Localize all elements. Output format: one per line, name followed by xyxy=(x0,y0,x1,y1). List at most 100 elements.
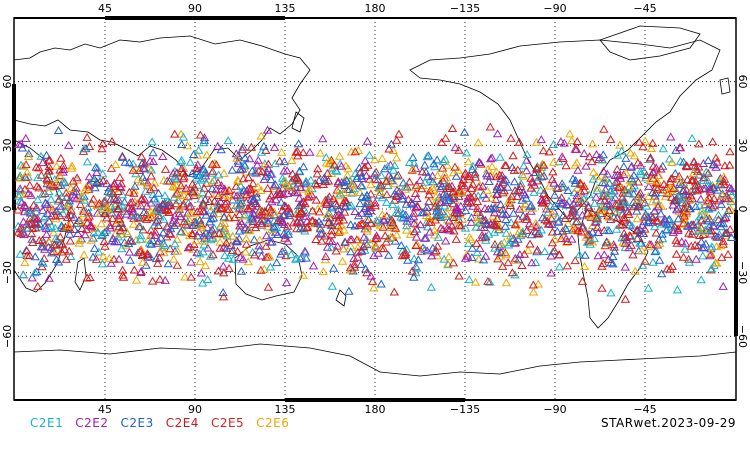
observation-marker xyxy=(577,210,588,219)
observation-marker xyxy=(207,184,217,193)
observation-marker xyxy=(248,178,258,187)
observation-marker xyxy=(46,194,56,203)
observation-marker xyxy=(500,160,510,169)
observation-marker xyxy=(237,145,248,154)
observation-marker xyxy=(652,176,662,185)
observation-marker xyxy=(300,246,310,255)
observation-marker xyxy=(263,282,274,291)
observation-marker xyxy=(321,158,332,167)
observation-marker xyxy=(624,182,634,191)
observation-marker xyxy=(136,195,147,204)
observation-marker xyxy=(597,200,607,209)
observation-marker xyxy=(135,234,146,243)
observation-marker xyxy=(340,207,350,216)
observation-marker xyxy=(335,189,346,198)
observation-marker xyxy=(628,250,638,259)
observation-marker xyxy=(342,185,353,193)
observation-marker xyxy=(18,270,28,279)
observation-marker xyxy=(644,181,654,190)
observation-marker xyxy=(307,206,318,215)
observation-marker xyxy=(273,216,283,224)
observation-marker xyxy=(261,171,271,180)
observation-marker xyxy=(175,190,186,199)
observation-marker xyxy=(282,166,292,175)
observation-marker xyxy=(128,219,139,228)
observation-marker xyxy=(118,270,128,279)
observation-marker xyxy=(357,171,367,180)
observation-marker xyxy=(443,259,453,268)
observation-marker xyxy=(712,232,722,241)
observation-marker xyxy=(641,173,651,182)
observation-marker xyxy=(326,230,337,239)
observation-marker xyxy=(76,217,86,226)
observation-marker xyxy=(474,218,485,227)
observation-marker xyxy=(215,204,226,212)
observation-marker xyxy=(624,243,634,252)
observation-marker xyxy=(21,160,31,169)
observation-marker xyxy=(98,169,108,178)
observation-marker xyxy=(709,218,719,226)
observation-marker xyxy=(362,136,373,145)
observation-marker xyxy=(588,174,598,183)
observation-marker xyxy=(234,210,245,218)
observation-marker xyxy=(465,232,475,241)
observation-marker xyxy=(312,169,322,178)
observation-marker xyxy=(662,219,672,228)
observation-marker xyxy=(23,152,34,160)
observation-marker xyxy=(673,194,683,203)
observation-marker xyxy=(97,259,108,268)
observation-marker xyxy=(536,225,547,234)
observation-marker xyxy=(579,194,589,203)
observation-marker xyxy=(199,138,209,147)
observation-marker xyxy=(44,216,54,225)
observation-marker xyxy=(412,240,422,249)
observation-marker xyxy=(21,223,32,232)
observation-marker xyxy=(230,213,240,222)
observation-marker xyxy=(436,223,446,232)
observation-marker xyxy=(537,159,547,168)
observation-marker xyxy=(420,160,430,169)
observation-marker xyxy=(169,220,180,229)
observation-marker xyxy=(563,186,573,194)
observation-marker xyxy=(515,231,526,240)
observation-marker xyxy=(507,268,518,277)
observation-marker xyxy=(565,211,576,219)
observation-marker xyxy=(280,233,290,242)
observation-marker xyxy=(697,243,707,252)
observation-marker xyxy=(347,235,357,243)
observation-marker xyxy=(185,157,195,166)
observation-marker xyxy=(339,177,350,186)
observation-marker xyxy=(166,229,176,238)
observation-marker xyxy=(219,212,229,221)
observation-marker xyxy=(118,223,128,232)
observation-marker xyxy=(341,175,352,184)
observation-marker xyxy=(117,152,128,161)
observation-marker xyxy=(333,178,343,187)
observation-marker xyxy=(381,176,391,185)
observation-marker xyxy=(146,239,156,248)
observation-marker xyxy=(461,206,471,215)
observation-marker xyxy=(120,157,130,166)
observation-marker xyxy=(37,189,48,198)
observation-marker xyxy=(640,224,650,233)
observation-marker xyxy=(697,206,707,215)
observation-marker xyxy=(554,250,564,259)
observation-marker xyxy=(448,187,459,196)
observation-marker xyxy=(442,181,452,190)
observation-marker xyxy=(314,207,325,216)
tick-labels: 45 45 90 90 135 135 180 180 −135 −135 −90 −90 −45 −45… xyxy=(1,2,749,416)
observation-marker xyxy=(298,148,308,157)
observation-marker xyxy=(478,181,488,190)
observation-marker xyxy=(407,199,417,208)
observation-marker xyxy=(103,186,113,195)
observation-marker xyxy=(678,157,689,166)
observation-marker xyxy=(217,203,227,212)
observation-marker xyxy=(40,188,50,197)
observation-marker xyxy=(79,206,89,215)
observation-marker xyxy=(130,210,140,219)
observation-marker xyxy=(324,218,334,227)
observation-marker xyxy=(391,153,402,162)
lat-label-left: 0 xyxy=(1,206,14,213)
observation-marker xyxy=(138,163,149,172)
observation-marker xyxy=(292,217,302,226)
